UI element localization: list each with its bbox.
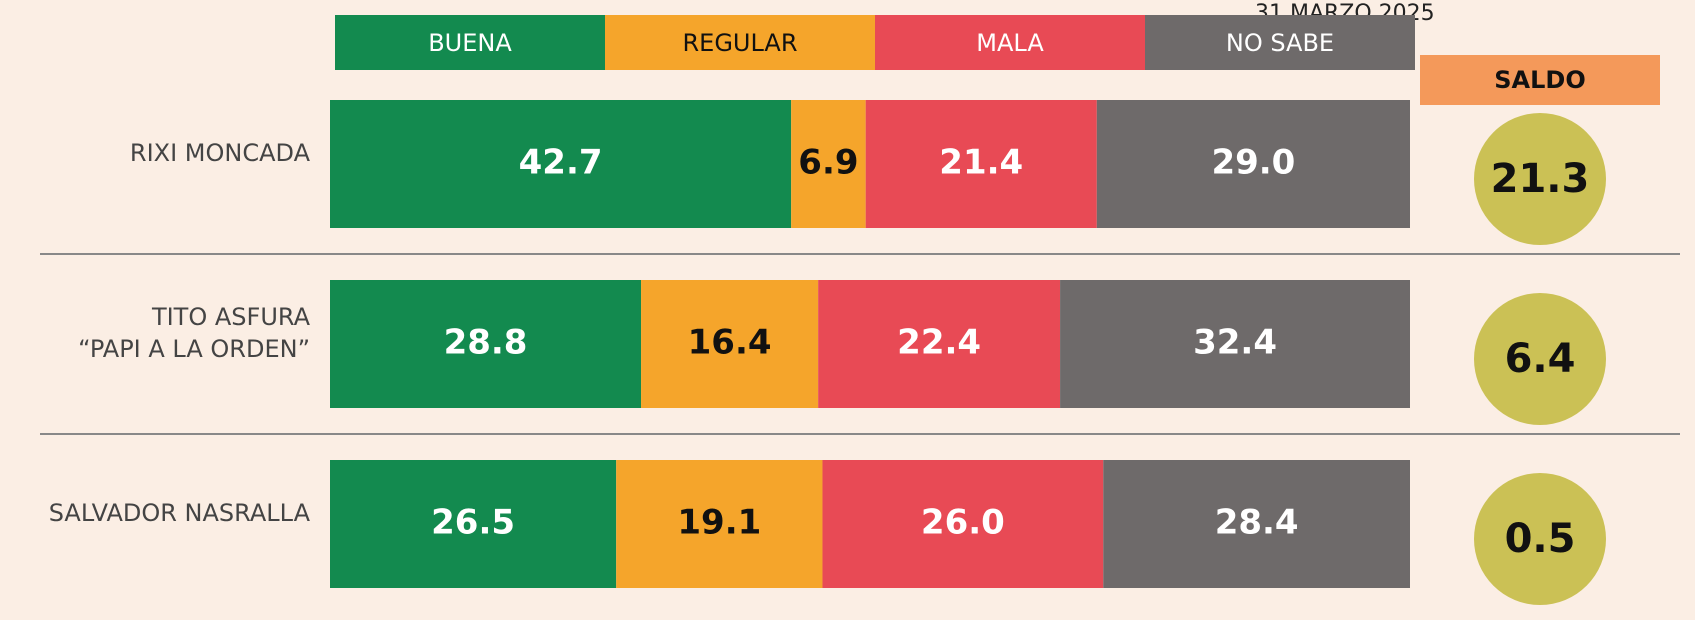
bar-segment	[1103, 460, 1410, 588]
bar-segment	[1096, 100, 1410, 228]
bar-segment	[865, 100, 1097, 228]
legend-label: REGULAR	[682, 29, 797, 57]
value-label: 42.7	[519, 143, 603, 183]
bar-segment	[791, 100, 866, 228]
saldo-label: 6.4	[1505, 336, 1576, 382]
legend-label: MALA	[976, 29, 1044, 57]
saldo-header	[1420, 55, 1660, 105]
saldo-label: 0.5	[1505, 516, 1576, 562]
legend-swatch	[875, 15, 1145, 70]
legend-swatch	[605, 15, 875, 70]
saldo-circle	[1474, 113, 1606, 245]
value-label: 28.4	[1215, 503, 1299, 543]
value-label: 26.5	[431, 503, 515, 543]
legend-label: BUENA	[428, 29, 512, 57]
bar-segment	[330, 100, 792, 228]
bar-segment	[641, 280, 819, 408]
category-label: RIXI MONCADA	[130, 139, 311, 167]
bar-segment	[330, 280, 642, 408]
category-label: TITO ASFURA “PAPI A LA ORDEN”	[78, 303, 310, 363]
legend-swatch	[1145, 15, 1415, 70]
saldo-circle	[1474, 473, 1606, 605]
category-label: SALVADOR NASRALLA	[49, 499, 311, 527]
saldo-label: 21.3	[1491, 156, 1590, 202]
value-label: 29.0	[1211, 143, 1295, 183]
value-label: 28.8	[444, 323, 528, 363]
value-label: 19.1	[677, 503, 761, 543]
bar-segment	[818, 280, 1061, 408]
bar-segment	[330, 460, 617, 588]
value-label: 26.0	[921, 503, 1005, 543]
bar-segment	[822, 460, 1104, 588]
legend-swatch	[335, 15, 605, 70]
legend-label: NO SABE	[1226, 29, 1334, 57]
value-label: 32.4	[1193, 323, 1277, 363]
bar-segment	[616, 460, 823, 588]
value-label: 16.4	[688, 323, 772, 363]
bar-segment	[1060, 280, 1410, 408]
saldo-circle	[1474, 293, 1606, 425]
value-label: 22.4	[897, 323, 981, 363]
value-label: 6.9	[798, 143, 858, 183]
value-label: 21.4	[939, 143, 1023, 183]
saldo-header-label: SALDO	[1494, 66, 1585, 94]
